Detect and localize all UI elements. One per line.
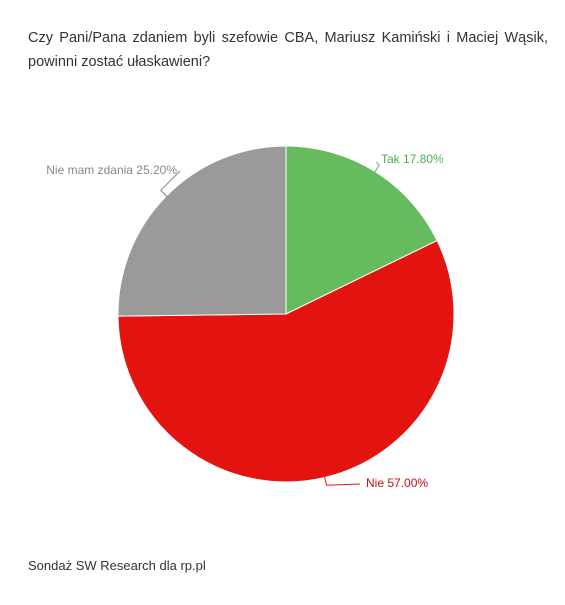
source-note: Sondaż SW Research dla rp.pl (28, 558, 206, 573)
leader-line-tak (373, 161, 381, 174)
chart-title: Czy Pani/Pana zdaniem byli szefowie CBA,… (28, 30, 548, 70)
data-label-nie: Nie 57.00% (366, 476, 428, 490)
leader-line-nie-mam-zdania (160, 170, 181, 198)
data-label-tak: Tak 17.80% (381, 152, 444, 166)
leader-line-nie (323, 475, 361, 486)
data-label-nie-mam-zdania: Nie mam zdania 25.20% (46, 163, 177, 177)
